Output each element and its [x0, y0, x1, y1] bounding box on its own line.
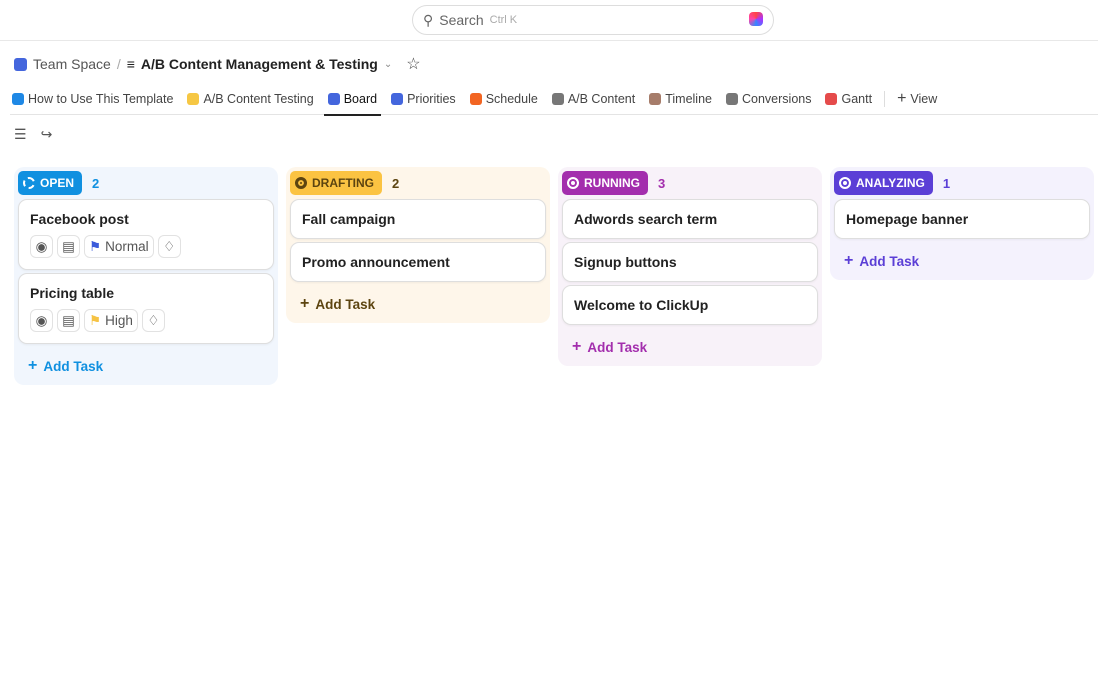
divider — [884, 91, 886, 107]
add-task-button[interactable]: + Add Task — [844, 252, 920, 269]
status-icon — [839, 177, 851, 189]
task-title: Pricing table — [30, 285, 115, 301]
add-task-button[interactable]: + Add Task — [300, 295, 376, 312]
assignee-icon[interactable]: ◉ — [30, 235, 53, 258]
tab-schedule[interactable]: Schedule — [468, 84, 540, 115]
breadcrumb-list[interactable]: A/B Content Management & Testing — [140, 56, 378, 72]
tab-label: How to Use This Template — [28, 92, 174, 106]
task-card[interactable]: Fall campaign — [290, 199, 546, 239]
task-card[interactable]: Adwords search term — [562, 199, 818, 239]
tab-label: Board — [343, 92, 378, 106]
task-title: Homepage banner — [846, 211, 969, 227]
task-title: Fall campaign — [302, 211, 396, 227]
tab-timeline[interactable]: Timeline — [647, 84, 714, 115]
view-icon — [551, 93, 564, 105]
task-count: 1 — [942, 175, 951, 191]
plus-icon: + — [300, 295, 310, 312]
tag-icon[interactable]: ♢ — [141, 309, 165, 332]
status-badge[interactable]: RUNNING — [562, 171, 648, 195]
tab-label: Gantt — [841, 92, 873, 106]
top-bar: ⚲ Search Ctrl K — [0, 0, 1098, 41]
column-analyzing: ANALYZING 1 Homepage banner + Add Task — [830, 167, 1094, 280]
checklist-icon: ≡ — [126, 56, 135, 72]
task-count: 2 — [392, 175, 400, 191]
calendar-icon[interactable]: ▤ — [57, 309, 80, 332]
add-task-button[interactable]: + Add Task — [572, 338, 648, 355]
status-badge[interactable]: ANALYZING — [834, 171, 933, 195]
status-icon — [23, 177, 35, 189]
view-icon — [649, 93, 662, 105]
plus-icon: + — [28, 357, 38, 374]
status-icon — [295, 177, 307, 189]
tab-label: Timeline — [665, 92, 712, 106]
tab-priorities[interactable]: Priorities — [389, 84, 458, 115]
tab-how-to-use-this-template[interactable]: How to Use This Template — [10, 84, 175, 115]
search-icon: ⚲ — [423, 11, 434, 28]
task-card[interactable]: Promo announcement — [290, 242, 546, 282]
view-tabs: How to Use This Template A/B Content Test… — [10, 84, 1098, 116]
tab-board[interactable]: Board — [323, 84, 382, 116]
add-task-button[interactable]: + Add Task — [28, 357, 104, 374]
task-title: Welcome to ClickUp — [574, 297, 709, 313]
status-badge[interactable]: OPEN — [18, 171, 83, 195]
ai-brain-icon[interactable] — [749, 12, 763, 26]
column-running: RUNNING 3 Adwords search term Signup button… — [558, 167, 822, 366]
flag-icon: ⚑ — [89, 312, 102, 328]
task-title: Promo announcement — [302, 254, 450, 270]
breadcrumb-space[interactable]: Team Space — [33, 56, 111, 72]
add-view-button[interactable]: + View — [897, 90, 938, 107]
breadcrumb: Team Space / ≡ A/B Content Management & … — [14, 54, 421, 74]
layers-icon[interactable]: ☰ — [14, 126, 27, 142]
view-icon — [187, 93, 200, 105]
view-icon — [825, 93, 838, 105]
task-count: 2 — [92, 175, 100, 191]
plus-icon: + — [844, 252, 854, 269]
task-title: Signup buttons — [574, 254, 677, 270]
tab-label: A/B Content Testing — [203, 92, 314, 106]
priority-chip[interactable]: ⚑ High — [84, 309, 138, 332]
tab-label: Schedule — [485, 92, 538, 106]
task-card[interactable]: Homepage banner — [834, 199, 1090, 239]
plus-icon: + — [897, 90, 907, 107]
tab-a-b-content-testing[interactable]: A/B Content Testing — [185, 84, 315, 115]
assignee-icon[interactable]: ◉ — [30, 309, 53, 332]
view-icon — [327, 93, 340, 105]
tag-icon[interactable]: ♢ — [157, 235, 181, 258]
plus-icon: + — [572, 338, 582, 355]
chevron-down-icon[interactable]: ⌄ — [383, 58, 393, 70]
tab-label: A/B Content — [567, 92, 636, 106]
tab-label: Priorities — [407, 92, 456, 106]
search-input[interactable]: ⚲ Search Ctrl K — [412, 5, 774, 35]
task-card[interactable]: Welcome to ClickUp — [562, 285, 818, 325]
status-badge[interactable]: DRAFTING — [290, 171, 382, 195]
tab-gantt[interactable]: Gantt — [823, 84, 874, 115]
priority-chip[interactable]: ⚑ Normal — [84, 235, 154, 258]
calendar-icon[interactable]: ▤ — [57, 235, 80, 258]
task-card[interactable]: Signup buttons — [562, 242, 818, 282]
star-icon[interactable]: ☆ — [406, 56, 421, 73]
task-card[interactable]: Facebook post ◉ ▤ ⚑ Normal ♢ — [18, 199, 274, 270]
tab-conversions[interactable]: Conversions — [724, 84, 813, 115]
task-card[interactable]: Pricing table ◉ ▤ ⚑ High ♢ — [18, 273, 274, 344]
view-icon — [12, 93, 24, 105]
column-open: OPEN 2 Facebook post ◉ ▤ ⚑ Normal ♢ Pricing tabl… — [14, 167, 278, 385]
task-title: Facebook post — [30, 211, 129, 227]
view-icon — [726, 93, 738, 105]
flag-icon: ⚑ — [89, 238, 102, 254]
tab-label: Conversions — [742, 92, 812, 106]
view-icon — [469, 93, 482, 105]
space-icon — [14, 57, 27, 71]
tab-a-b-content[interactable]: A/B Content — [550, 84, 637, 115]
subtasks-icon[interactable]: ↪ — [40, 126, 53, 142]
view-icon — [391, 93, 404, 105]
column-drafting: DRAFTING 2 Fall campaign Promo announcement… — [286, 167, 550, 323]
status-icon — [567, 177, 579, 189]
task-count: 3 — [658, 175, 666, 191]
task-title: Adwords search term — [574, 211, 718, 227]
board-tools: ☰ ↪ — [14, 126, 52, 143]
